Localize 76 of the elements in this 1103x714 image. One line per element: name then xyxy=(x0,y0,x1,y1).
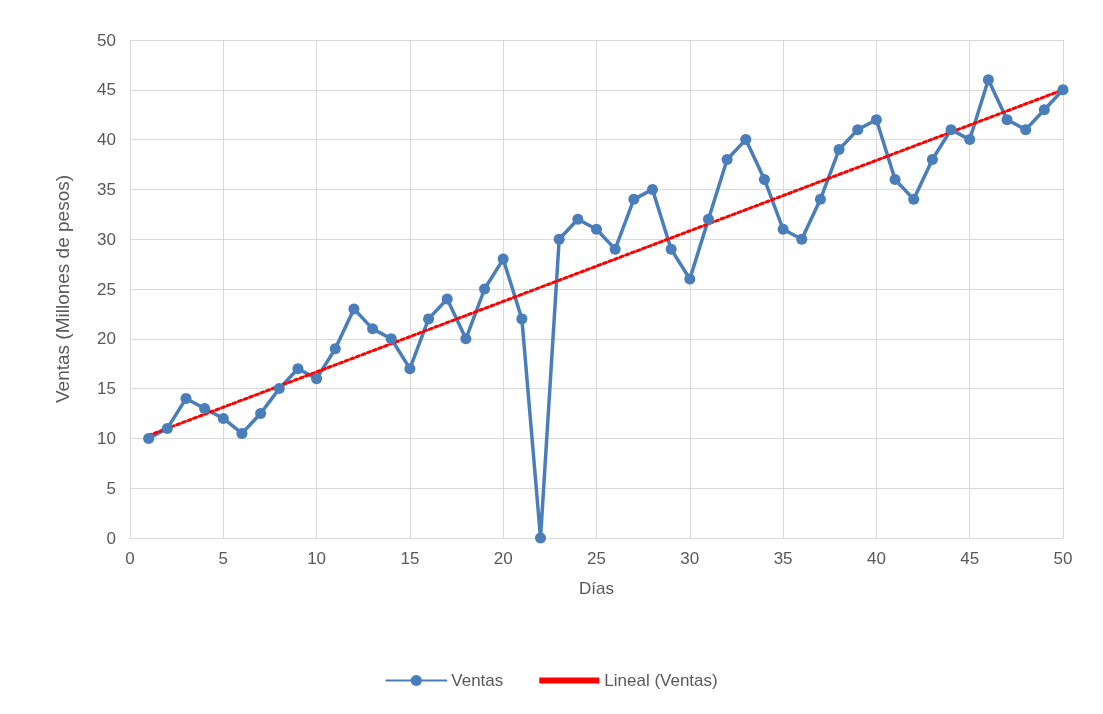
point xyxy=(497,253,509,265)
y-tick-label: 45 xyxy=(97,80,116,100)
y-tick-label: 15 xyxy=(97,379,116,399)
point xyxy=(628,193,640,205)
y-tick-label: 10 xyxy=(97,428,116,448)
y-tick-label: 20 xyxy=(97,329,116,349)
point xyxy=(143,432,155,444)
point xyxy=(740,134,752,146)
point xyxy=(609,243,621,255)
point xyxy=(572,213,584,225)
y-tick-label: 0 xyxy=(106,528,116,548)
point xyxy=(273,383,285,395)
point xyxy=(516,313,528,325)
point xyxy=(161,422,173,434)
y-tick-label: 35 xyxy=(97,179,116,199)
point xyxy=(460,333,472,345)
x-tick-label: 20 xyxy=(493,549,513,568)
point xyxy=(1001,114,1013,126)
point xyxy=(926,154,938,166)
point xyxy=(702,213,714,225)
point xyxy=(646,183,658,195)
point xyxy=(591,223,602,235)
point xyxy=(777,223,789,235)
point xyxy=(1038,104,1050,116)
legend-label: Ventas xyxy=(451,671,504,690)
y-tick-label: 5 xyxy=(106,478,116,498)
x-tick-label: 45 xyxy=(960,549,980,568)
x-tick-label: 40 xyxy=(866,549,886,568)
x-tick-label: 15 xyxy=(400,549,420,568)
point xyxy=(870,114,882,126)
point xyxy=(217,412,229,424)
point xyxy=(292,363,304,375)
point xyxy=(348,303,360,315)
point xyxy=(908,193,920,205)
point xyxy=(311,373,323,385)
y-tick-label: 50 xyxy=(97,30,116,50)
x-tick-label: 30 xyxy=(680,549,700,568)
point xyxy=(833,144,845,156)
point xyxy=(441,293,453,305)
y-tick-label: 40 xyxy=(97,130,116,150)
point xyxy=(1020,124,1032,136)
point xyxy=(665,243,677,255)
point xyxy=(199,403,211,415)
y-tick-label: 25 xyxy=(97,279,116,299)
x-axis-title: Días xyxy=(579,579,614,598)
point xyxy=(721,154,733,166)
y-axis-title: Ventas (Millones de pesos) xyxy=(52,174,73,404)
point xyxy=(964,134,976,146)
x-tick-label: 10 xyxy=(307,549,327,568)
point xyxy=(423,313,435,325)
legend-label: Lineal (Ventas) xyxy=(604,671,718,690)
point xyxy=(255,408,267,419)
point xyxy=(553,233,565,245)
x-tick-label: 25 xyxy=(587,549,606,568)
point xyxy=(796,233,808,245)
x-tick-label: 0 xyxy=(125,549,135,568)
point xyxy=(684,273,696,285)
x-tick-label: 5 xyxy=(218,549,229,568)
point xyxy=(982,74,994,86)
point xyxy=(367,323,379,335)
point xyxy=(852,124,864,136)
x-tick-label: 50 xyxy=(1053,549,1073,568)
point xyxy=(180,393,192,405)
point xyxy=(758,173,770,185)
point xyxy=(814,193,826,205)
point xyxy=(1057,84,1069,96)
y-tick-label: 30 xyxy=(97,229,116,249)
x-tick-label: 35 xyxy=(773,549,793,568)
point xyxy=(385,333,397,345)
point xyxy=(404,363,416,375)
point xyxy=(236,427,248,439)
point xyxy=(889,173,901,185)
point xyxy=(329,343,341,355)
point xyxy=(535,532,547,544)
point xyxy=(479,283,491,295)
point xyxy=(945,124,957,136)
